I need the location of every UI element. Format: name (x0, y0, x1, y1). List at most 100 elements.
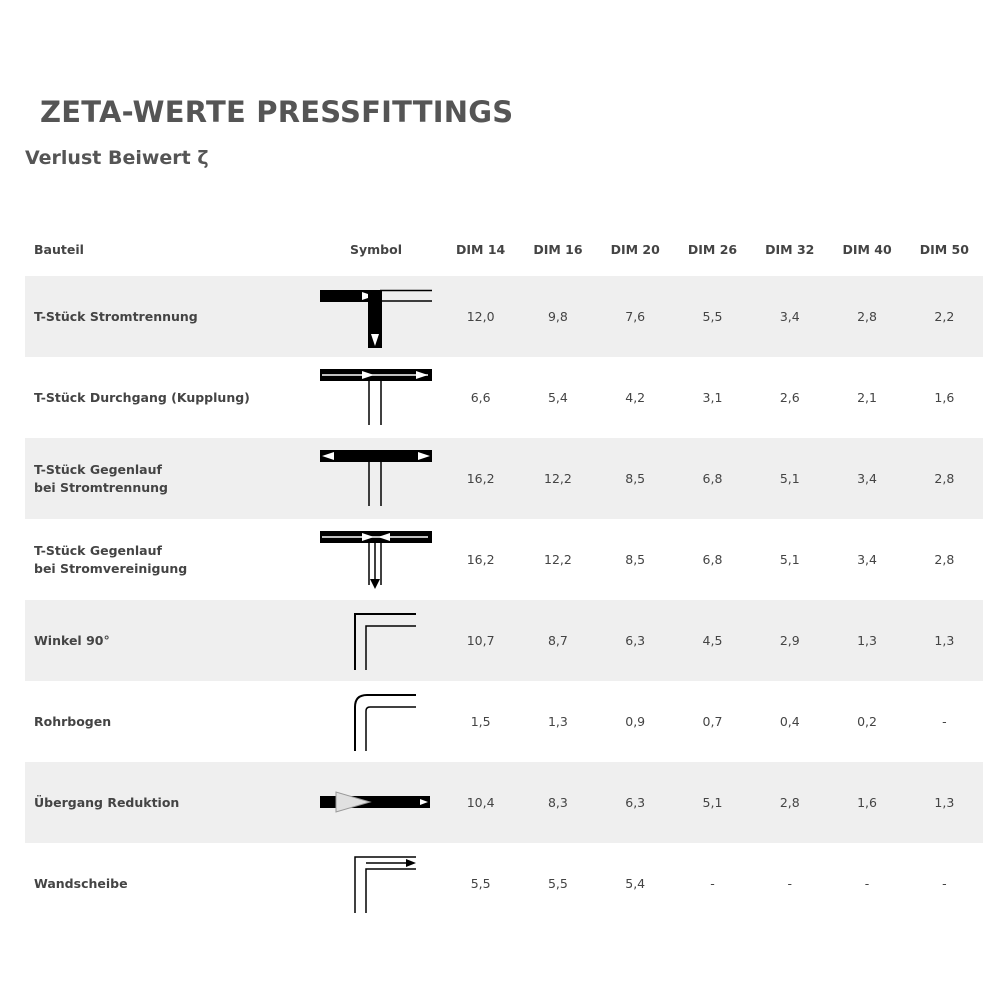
component-name-line1: Übergang Reduktion (34, 794, 180, 810)
pipe-bend-icon (354, 693, 416, 751)
zeta-value: 1,3 (828, 600, 906, 681)
table-row: Übergang Reduktion 10,4 8,3 6,3 5,1 2,8 1,6 1,3 (25, 762, 983, 843)
component-name-line2: bei Stromvereinigung (34, 560, 188, 576)
page-subtitle: Verlust Beiwert ζ (25, 147, 209, 169)
column-header: DIM 16 (533, 241, 583, 257)
zeta-value: 2,2 (905, 276, 983, 357)
zeta-value: 2,8 (905, 438, 983, 519)
table-row: Winkel 90° 10,7 8,7 6,3 4,5 2,9 1,3 1,3 (25, 600, 983, 681)
zeta-value: 0,7 (702, 714, 723, 729)
column-header: Symbol (350, 241, 402, 257)
zeta-value: 7,6 (596, 276, 674, 357)
zeta-value: 2,6 (779, 390, 800, 405)
table-row: Wandscheibe 5,5 5,5 5,4 - - - - (25, 843, 983, 924)
column-header: DIM 14 (456, 241, 506, 257)
tee-counter-merge-icon (320, 530, 432, 589)
zeta-value: 1,5 (470, 714, 491, 729)
component-name-line1: Rohrbogen (34, 713, 112, 729)
zeta-value: 1,6 (828, 762, 906, 843)
zeta-value: 6,3 (596, 762, 674, 843)
component-name: Wandscheibe (25, 843, 310, 924)
zeta-value: 6,8 (673, 438, 752, 519)
zeta-value: 12,0 (442, 276, 520, 357)
column-header: DIM 50 (919, 241, 969, 257)
component-name: Rohrbogen (25, 681, 310, 762)
zeta-value: 3,4 (751, 276, 829, 357)
zeta-value: 6,6 (470, 390, 491, 405)
zeta-value: 8,7 (519, 600, 597, 681)
component-name-line1: T-Stück Gegenlauf (34, 461, 162, 477)
zeta-value: 8,3 (519, 762, 597, 843)
column-header: DIM 32 (765, 241, 815, 257)
zeta-value: 12,2 (519, 438, 597, 519)
zeta-table: Bauteil Symbol DIM 14 DIM 16 DIM 20 DIM 26 DIM… (25, 222, 983, 924)
table-row: Rohrbogen 1,5 1,3 0,9 0,7 0,4 0,2 - (25, 681, 983, 762)
zeta-value: 5,4 (547, 390, 568, 405)
zeta-value: 16,2 (442, 438, 520, 519)
table-row: T-Stück Stromtrennung 12,0 9,8 7,6 5,5 3,4 2,8… (25, 276, 983, 357)
component-name: Übergang Reduktion (25, 762, 310, 843)
tee-branch-icon (320, 289, 432, 348)
table-row: T-Stück Gegenlauf bei Stromvereinigung 16,… (25, 519, 983, 600)
zeta-value: 9,8 (519, 276, 597, 357)
zeta-value: 3,4 (828, 438, 906, 519)
zeta-value: 8,5 (625, 552, 646, 567)
component-name: Winkel 90° (25, 600, 310, 681)
component-name: T-Stück Stromtrennung (25, 276, 310, 357)
zeta-value: 2,8 (934, 552, 955, 567)
reducer-icon (320, 790, 430, 813)
zeta-value: 5,1 (779, 552, 800, 567)
component-name: T-Stück Gegenlauf bei Stromtrennung (25, 438, 310, 519)
column-header: DIM 20 (610, 241, 660, 257)
zeta-value: 1,3 (905, 762, 983, 843)
zeta-value: 3,1 (702, 390, 723, 405)
zeta-value: 0,9 (625, 714, 646, 729)
zeta-value: - (710, 876, 715, 891)
zeta-value: 8,5 (596, 438, 674, 519)
zeta-value: 2,8 (751, 762, 829, 843)
zeta-value: 6,3 (596, 600, 674, 681)
component-name-line1: Winkel 90° (34, 632, 110, 648)
zeta-value: 6,8 (702, 552, 723, 567)
zeta-value: 2,1 (857, 390, 877, 405)
column-header: DIM 40 (842, 241, 892, 257)
zeta-value: 5,4 (625, 876, 646, 891)
tee-counter-split-icon (320, 449, 432, 506)
zeta-value: 5,5 (470, 876, 491, 891)
component-name: T-Stück Gegenlauf bei Stromvereinigung (25, 519, 310, 600)
component-name-line1: T-Stück Stromtrennung (34, 308, 198, 324)
elbow-90-icon (354, 612, 416, 670)
zeta-value: 5,5 (673, 276, 752, 357)
table-row: T-Stück Durchgang (Kupplung) 6,6 5,4 4,2 3,1… (25, 357, 983, 438)
zeta-value: 2,9 (751, 600, 829, 681)
zeta-value: 5,1 (751, 438, 829, 519)
zeta-value: 10,7 (442, 600, 520, 681)
zeta-value: 12,2 (544, 552, 572, 567)
zeta-value: - (942, 714, 947, 729)
component-name-line2: bei Stromtrennung (34, 479, 168, 495)
page-title: ZETA-WERTE PRESSFITTINGS (40, 95, 514, 129)
zeta-value: - (787, 876, 793, 891)
column-header: Bauteil (34, 241, 84, 257)
table-row: T-Stück Gegenlauf bei Stromtrennung 16,2 12… (25, 438, 983, 519)
zeta-value: 4,5 (673, 600, 752, 681)
zeta-value: 1,3 (905, 600, 983, 681)
component-name-line1: Wandscheibe (34, 875, 128, 891)
zeta-value: 16,2 (466, 552, 495, 567)
zeta-value: 1,6 (934, 390, 955, 405)
zeta-value: 4,2 (625, 390, 646, 405)
zeta-value: 1,3 (547, 714, 568, 729)
component-name-line1: T-Stück Durchgang (Kupplung) (34, 389, 250, 405)
zeta-value: 0,2 (857, 714, 877, 729)
zeta-value: 3,4 (857, 552, 877, 567)
zeta-value: 5,5 (547, 876, 568, 891)
component-name-line1: T-Stück Gegenlauf (34, 542, 162, 558)
component-name: T-Stück Durchgang (Kupplung) (25, 357, 310, 438)
zeta-value: 0,4 (779, 714, 800, 729)
zeta-value: 10,4 (442, 762, 520, 843)
zeta-value: - (942, 876, 947, 891)
zeta-value: 5,1 (673, 762, 752, 843)
table-header: Bauteil Symbol DIM 14 DIM 16 DIM 20 DIM 26 DIM… (25, 222, 983, 276)
tee-through-icon (320, 368, 432, 425)
wall-plate-icon (354, 855, 416, 913)
